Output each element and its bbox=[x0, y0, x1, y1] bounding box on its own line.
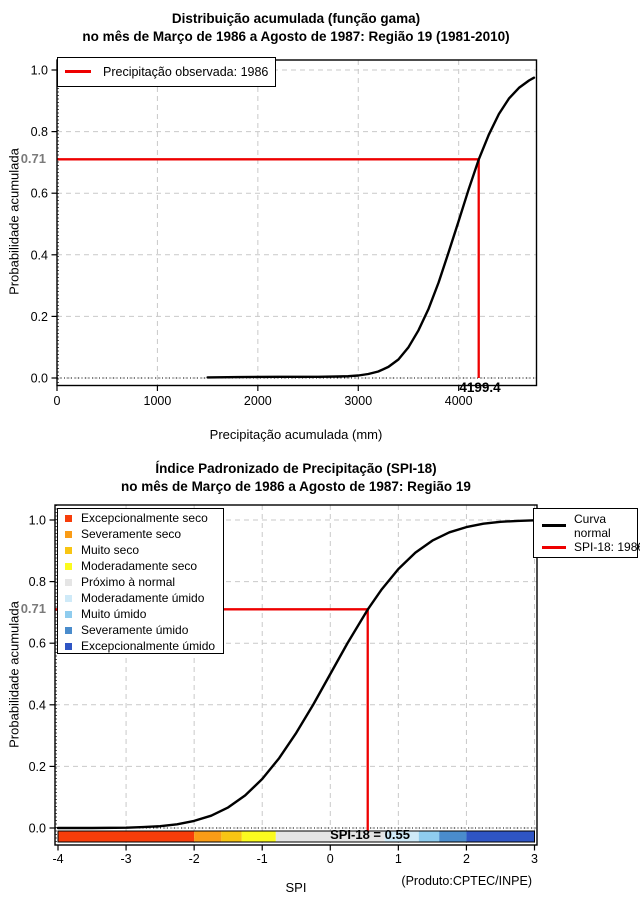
spi-colorbar-segment bbox=[466, 831, 535, 842]
chart2-x-axis-label: SPI bbox=[285, 880, 307, 895]
category-swatch-icon bbox=[65, 530, 72, 538]
red-line-sample-icon bbox=[542, 546, 566, 549]
legend-item-label: Precipitação observada: 1986 bbox=[103, 64, 269, 79]
category-label: Moderadamente seco bbox=[81, 559, 198, 573]
y-tick-label: 0.6 bbox=[31, 187, 48, 201]
legend-item-moderately-dry: Moderadamente seco bbox=[58, 558, 223, 574]
legend-spi-label: SPI-18: 1986 bbox=[574, 540, 640, 554]
x-tick-label: 0 bbox=[327, 852, 334, 866]
x-tick-label: -1 bbox=[257, 852, 268, 866]
chart2-subtitle: no mês de Março de 1986 a Agosto de 1987… bbox=[121, 479, 471, 494]
chart1-legend: Precipitação observada: 1986 bbox=[57, 57, 276, 87]
chart1-probability-marker-label: 0.71 bbox=[20, 151, 46, 166]
spi-categories-legend: Excepcionalmente seco Severamente seco M… bbox=[57, 508, 224, 654]
x-tick-label: 4000 bbox=[445, 394, 473, 408]
y-tick-label: 0.8 bbox=[29, 575, 46, 589]
legend-curve-label-line2: normal bbox=[574, 526, 611, 540]
category-swatch-icon bbox=[65, 642, 72, 650]
y-tick-label: 0.6 bbox=[29, 637, 46, 651]
y-tick-label: 1.0 bbox=[29, 514, 46, 528]
chart-gamma-cdf: 0 1000 2000 3000 4000 0.0 0.2 0.4 0.6 0.8 1.0 Dist… bbox=[7, 11, 538, 442]
legend-item-exceptionally-dry: Excepcionalmente seco bbox=[58, 510, 223, 526]
category-label: Severamente seco bbox=[81, 527, 182, 541]
x-tick-label: -2 bbox=[189, 852, 200, 866]
legend-item-exceptionally-wet: Excepcionalmente úmido bbox=[58, 638, 223, 654]
legend-curve-label-line1: Curva bbox=[574, 512, 607, 526]
spi-colorbar-segment bbox=[194, 831, 222, 842]
category-swatch-icon bbox=[65, 594, 72, 602]
spi-colorbar-segment bbox=[418, 831, 440, 842]
category-swatch-icon bbox=[65, 562, 72, 570]
category-label: Moderadamente úmido bbox=[81, 591, 205, 605]
category-label: Severamente úmido bbox=[81, 623, 189, 637]
category-label: Excepcionalmente seco bbox=[81, 511, 208, 525]
x-tick-label: 0 bbox=[54, 394, 61, 408]
legend-item-observed-precipitation: Precipitação observada: 1986 bbox=[58, 58, 275, 85]
legend-item-very-wet: Muito úmido bbox=[58, 606, 223, 622]
y-tick-label: 0.8 bbox=[31, 125, 48, 139]
gamma-cdf-plot-canvas: 0 1000 2000 3000 4000 0.0 0.2 0.4 0.6 0.8 1.0 bbox=[31, 59, 538, 408]
cdf-curve bbox=[206, 76, 536, 379]
y-tick-label: 0.2 bbox=[31, 310, 48, 324]
x-tick-label: 1000 bbox=[144, 394, 172, 408]
category-swatch-icon bbox=[65, 546, 72, 554]
y-tick-label: 1.0 bbox=[31, 64, 48, 78]
chart2-title: Índice Padronizado de Precipitação (SPI-… bbox=[155, 461, 437, 476]
cdf-curve bbox=[56, 519, 536, 830]
curves-legend: Curva normal SPI-18: 1986 bbox=[533, 508, 640, 558]
y-tick-label: 0.0 bbox=[29, 822, 46, 836]
y-tick-label: 0.2 bbox=[29, 760, 46, 774]
legend-item-near-normal: Próximo à normal bbox=[58, 574, 223, 590]
spi-colorbar-segment bbox=[439, 831, 467, 842]
x-tick-label: 3000 bbox=[344, 394, 372, 408]
plot-border bbox=[56, 59, 538, 387]
category-label: Muito úmido bbox=[81, 607, 147, 621]
plot-border bbox=[54, 504, 538, 846]
x-tick-label: 1 bbox=[395, 852, 402, 866]
y-tick-label: 0.4 bbox=[29, 698, 46, 712]
category-label: Próximo à normal bbox=[81, 575, 176, 589]
legend-item-moderately-wet: Moderadamente úmido bbox=[58, 590, 223, 606]
chart1-precipitation-marker-label: 4199.4 bbox=[459, 380, 501, 395]
chart2-probability-marker-label: 0.71 bbox=[20, 601, 46, 616]
spi-colorbar-segment bbox=[275, 831, 385, 842]
spi-colorbar-segment bbox=[58, 831, 195, 842]
category-swatch-icon bbox=[65, 610, 72, 618]
red-line-sample-icon bbox=[65, 70, 91, 73]
spi-colorbar-segment bbox=[221, 831, 242, 842]
chart1-subtitle: no mês de Março de 1986 a Agosto de 1987… bbox=[82, 29, 510, 44]
legend-item-very-dry: Muito seco bbox=[58, 542, 223, 558]
category-swatch-icon bbox=[65, 578, 72, 586]
spi-colorbar-outline bbox=[57, 830, 535, 843]
spi-colorbar-segment bbox=[384, 831, 419, 842]
legend-item-severely-wet: Severamente úmido bbox=[58, 622, 223, 638]
category-label: Muito seco bbox=[81, 543, 140, 557]
legend-item-severely-dry: Severamente seco bbox=[58, 526, 223, 542]
chart1-x-axis-label: Precipitação acumulada (mm) bbox=[209, 427, 383, 442]
spi-colorbar-segment bbox=[241, 831, 276, 842]
x-tick-label: 2 bbox=[463, 852, 470, 866]
black-line-sample-icon bbox=[542, 524, 566, 527]
category-swatch-icon bbox=[65, 514, 72, 522]
category-swatch-icon bbox=[65, 626, 72, 634]
y-tick-label: 0.4 bbox=[31, 248, 48, 262]
product-credit: (Produto:CPTEC/INPE) bbox=[401, 874, 532, 888]
x-tick-label: 3 bbox=[531, 852, 538, 866]
x-tick-label: -3 bbox=[121, 852, 132, 866]
x-tick-label: -4 bbox=[52, 852, 63, 866]
category-label: Excepcionalmente úmido bbox=[81, 639, 216, 653]
chart-spi18-cdf: -4 -3 -2 -1 0 1 2 3 0.0 0.2 0.4 0.6 0.8 1.0 Índice Pa… bbox=[0, 450, 640, 900]
x-tick-label: 2000 bbox=[244, 394, 272, 408]
spi-value-marker-label: SPI-18 = 0.55 bbox=[330, 827, 410, 842]
chart1-title: Distribuição acumulada (função gama) bbox=[171, 11, 421, 26]
y-tick-label: 0.0 bbox=[31, 372, 48, 386]
